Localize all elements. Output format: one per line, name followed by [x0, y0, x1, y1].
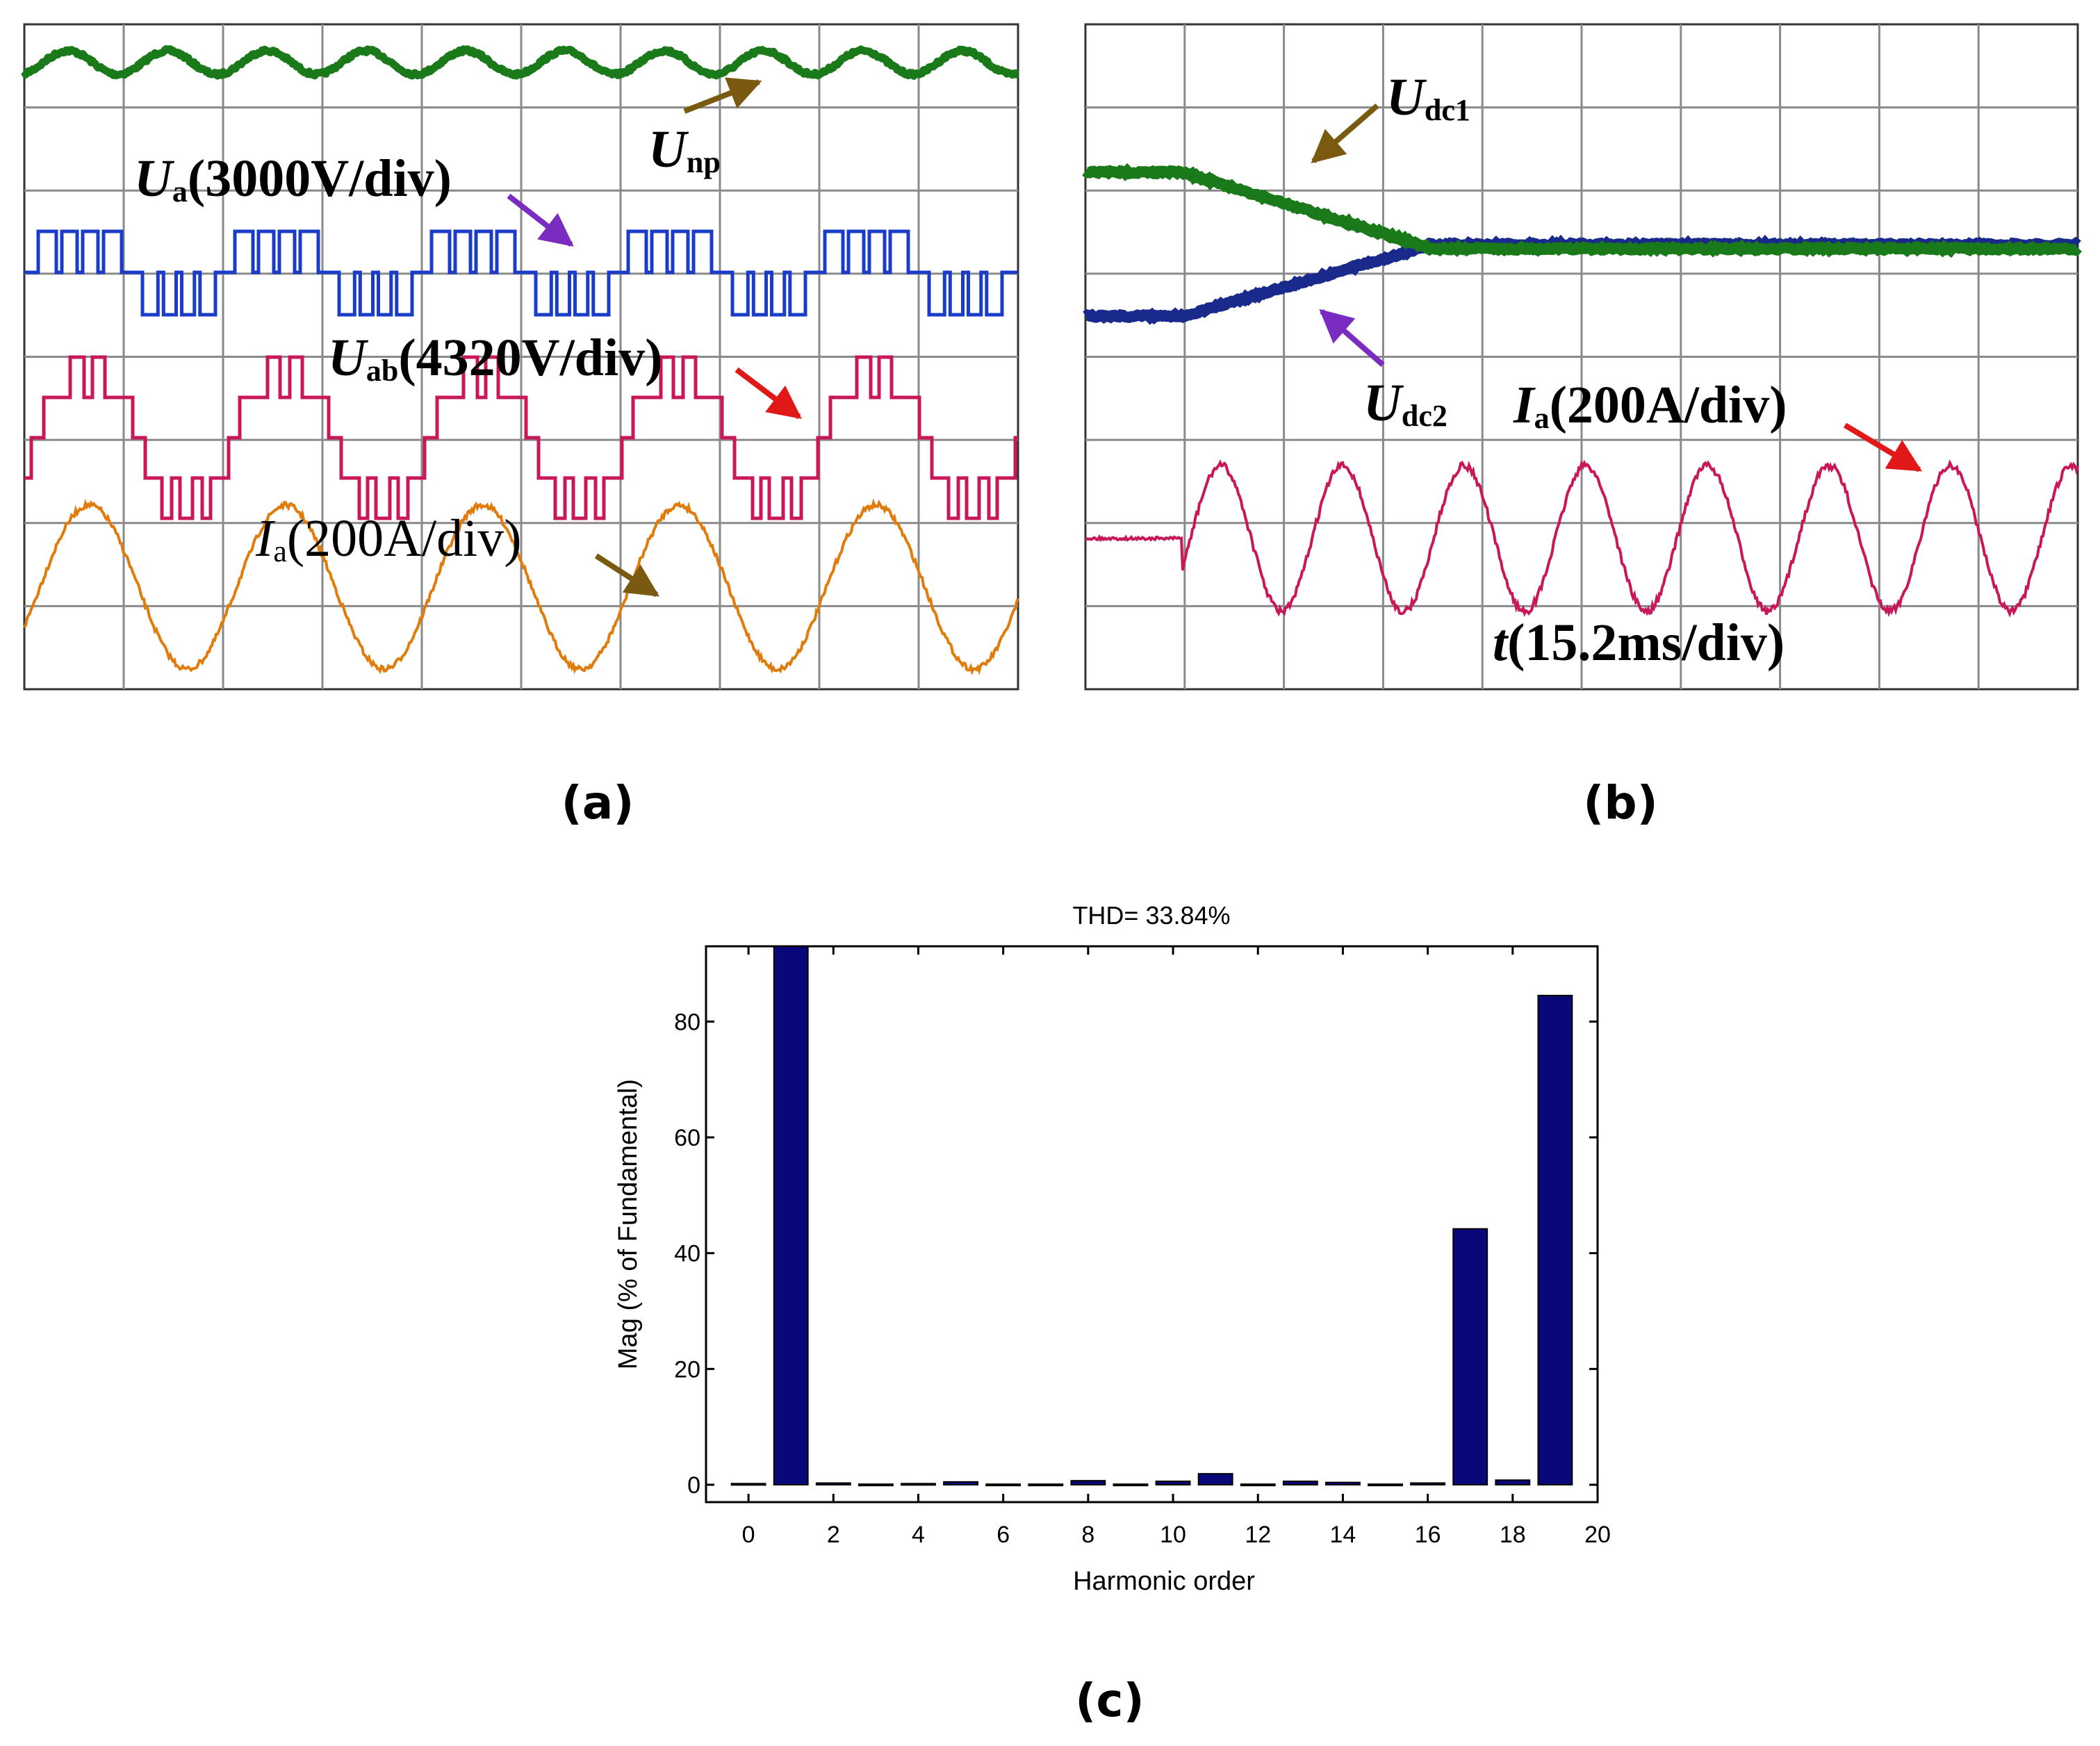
ia-a-arrow [594, 553, 660, 598]
chart-c-xticks: 0 2 4 6 8 10 12 14 16 18 20 [742, 946, 1611, 1548]
bar-harmonic-9 [1113, 1483, 1149, 1487]
ua-arrow [507, 193, 574, 247]
bar-harmonic-15 [1368, 1483, 1403, 1487]
trace-udc1 [1082, 163, 2082, 258]
bar-harmonic-11 [1197, 1473, 1233, 1486]
x-tick-label: 16 [1415, 1522, 1441, 1548]
panel-b: Udc1 Udc2 Ia(200A/div) t(15.2ms/div) (b) [1082, 23, 2082, 830]
panel-a-grid [23, 23, 1019, 691]
udc2-arrow [1319, 308, 1385, 368]
panel-a-traces [21, 45, 1021, 675]
unp-label: Unp [648, 120, 721, 179]
y-tick-label: 0 [687, 1472, 700, 1499]
bar-harmonic-13 [1282, 1481, 1318, 1485]
x-tick-label: 20 [1584, 1522, 1611, 1548]
x-tick-label: 4 [912, 1522, 925, 1548]
bar-harmonic-0 [730, 1483, 766, 1486]
ia-b-label: Ia(200A/div) [1513, 376, 1787, 435]
chart-c-title: THD= 33.84% [1072, 901, 1230, 930]
bar-harmonic-8 [1070, 1480, 1106, 1486]
bar-harmonic-14 [1324, 1481, 1361, 1486]
trace-ia-b [1085, 459, 2079, 618]
trace-unp [21, 45, 1021, 80]
y-tick-label: 40 [674, 1241, 700, 1267]
udc1-label: Udc1 [1386, 68, 1470, 127]
bar-harmonic-17 [1452, 1228, 1488, 1485]
x-tick-label: 8 [1081, 1522, 1094, 1548]
uab-label: Uab(4320V/div) [328, 329, 662, 388]
panel-a: Unp Ua(3000V/div) Uab(4320V/div) Ia(200A… [21, 23, 1021, 830]
x-tick-label: 12 [1245, 1522, 1271, 1548]
time-scale-label: t(15.2ms/div) [1493, 613, 1785, 672]
caption-b: (b) [1583, 776, 1658, 830]
x-tick-label: 6 [996, 1522, 1010, 1548]
bar-harmonic-6 [985, 1483, 1022, 1487]
ia-b-arrow [1843, 422, 1923, 472]
udc2-label: Udc2 [1363, 374, 1447, 433]
bar-harmonic-12 [1240, 1483, 1276, 1487]
y-tick-label: 60 [674, 1125, 700, 1151]
caption-c: (c) [1075, 1674, 1144, 1727]
x-tick-label: 0 [742, 1522, 755, 1548]
y-tick-label: 20 [674, 1356, 700, 1383]
panel-c-axes-frame [705, 945, 1599, 1504]
bar-harmonic-3 [858, 1483, 894, 1487]
bar-harmonic-7 [1028, 1483, 1064, 1487]
trace-uab [24, 355, 1018, 520]
bar-harmonic-10 [1155, 1481, 1191, 1485]
x-tick-label: 10 [1160, 1522, 1186, 1548]
ua-label: Ua(3000V/div) [134, 149, 452, 208]
chart-c-xlabel: Harmonic order [1073, 1567, 1255, 1596]
uab-arrow [735, 367, 802, 420]
x-tick-label: 14 [1330, 1522, 1356, 1548]
chart-c-yticks: 0 20 40 60 80 [674, 1009, 1598, 1499]
y-tick-label: 80 [674, 1009, 700, 1035]
panel-b-traces [1082, 163, 2082, 618]
caption-a: (a) [561, 776, 634, 830]
bar-harmonic-4 [901, 1483, 936, 1486]
panel-c: THD= 33.84% Harmonic order Mag (% of Fun… [614, 901, 1611, 1727]
unp-arrow [683, 77, 762, 114]
trace-ua [24, 229, 1018, 317]
bar-harmonic-5 [943, 1481, 979, 1485]
ia-a-label: Ia(200A/div) [255, 509, 522, 568]
bar-harmonic-18 [1495, 1479, 1531, 1485]
udc1-arrow [1311, 103, 1379, 164]
bar-harmonic-19 [1537, 994, 1573, 1486]
bar-harmonic-1 [773, 946, 809, 1485]
chart-c-ylabel: Mag (% of Fundamental) [614, 1079, 643, 1369]
trace-ia-a [23, 497, 1019, 675]
bar-harmonic-16 [1410, 1482, 1446, 1485]
x-tick-label: 18 [1500, 1522, 1526, 1548]
bar-harmonic-2 [815, 1482, 851, 1485]
chart-c-bars [730, 946, 1573, 1487]
panel-b-grid [1084, 23, 2079, 691]
x-tick-label: 2 [827, 1522, 840, 1548]
